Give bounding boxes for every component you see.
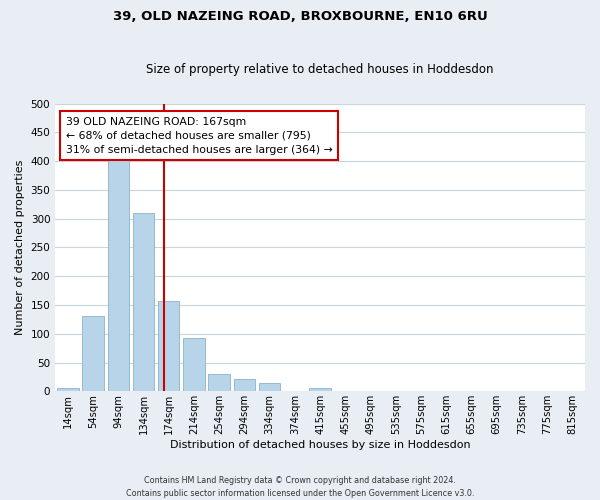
Bar	[183, 338, 205, 392]
Text: 39, OLD NAZEING ROAD, BROXBOURNE, EN10 6RU: 39, OLD NAZEING ROAD, BROXBOURNE, EN10 6…	[113, 10, 487, 23]
Bar	[259, 382, 280, 392]
Bar	[107, 158, 129, 392]
Text: Contains HM Land Registry data © Crown copyright and database right 2024.
Contai: Contains HM Land Registry data © Crown c…	[126, 476, 474, 498]
Bar	[310, 388, 331, 392]
Bar	[133, 213, 154, 392]
Title: Size of property relative to detached houses in Hoddesdon: Size of property relative to detached ho…	[146, 63, 494, 76]
Bar	[233, 378, 255, 392]
Bar	[82, 316, 104, 392]
Bar	[360, 390, 381, 392]
Y-axis label: Number of detached properties: Number of detached properties	[15, 160, 25, 335]
Bar	[158, 301, 179, 392]
Text: 39 OLD NAZEING ROAD: 167sqm
← 68% of detached houses are smaller (795)
31% of se: 39 OLD NAZEING ROAD: 167sqm ← 68% of det…	[66, 116, 332, 154]
Bar	[57, 388, 79, 392]
X-axis label: Distribution of detached houses by size in Hoddesdon: Distribution of detached houses by size …	[170, 440, 470, 450]
Bar	[208, 374, 230, 392]
